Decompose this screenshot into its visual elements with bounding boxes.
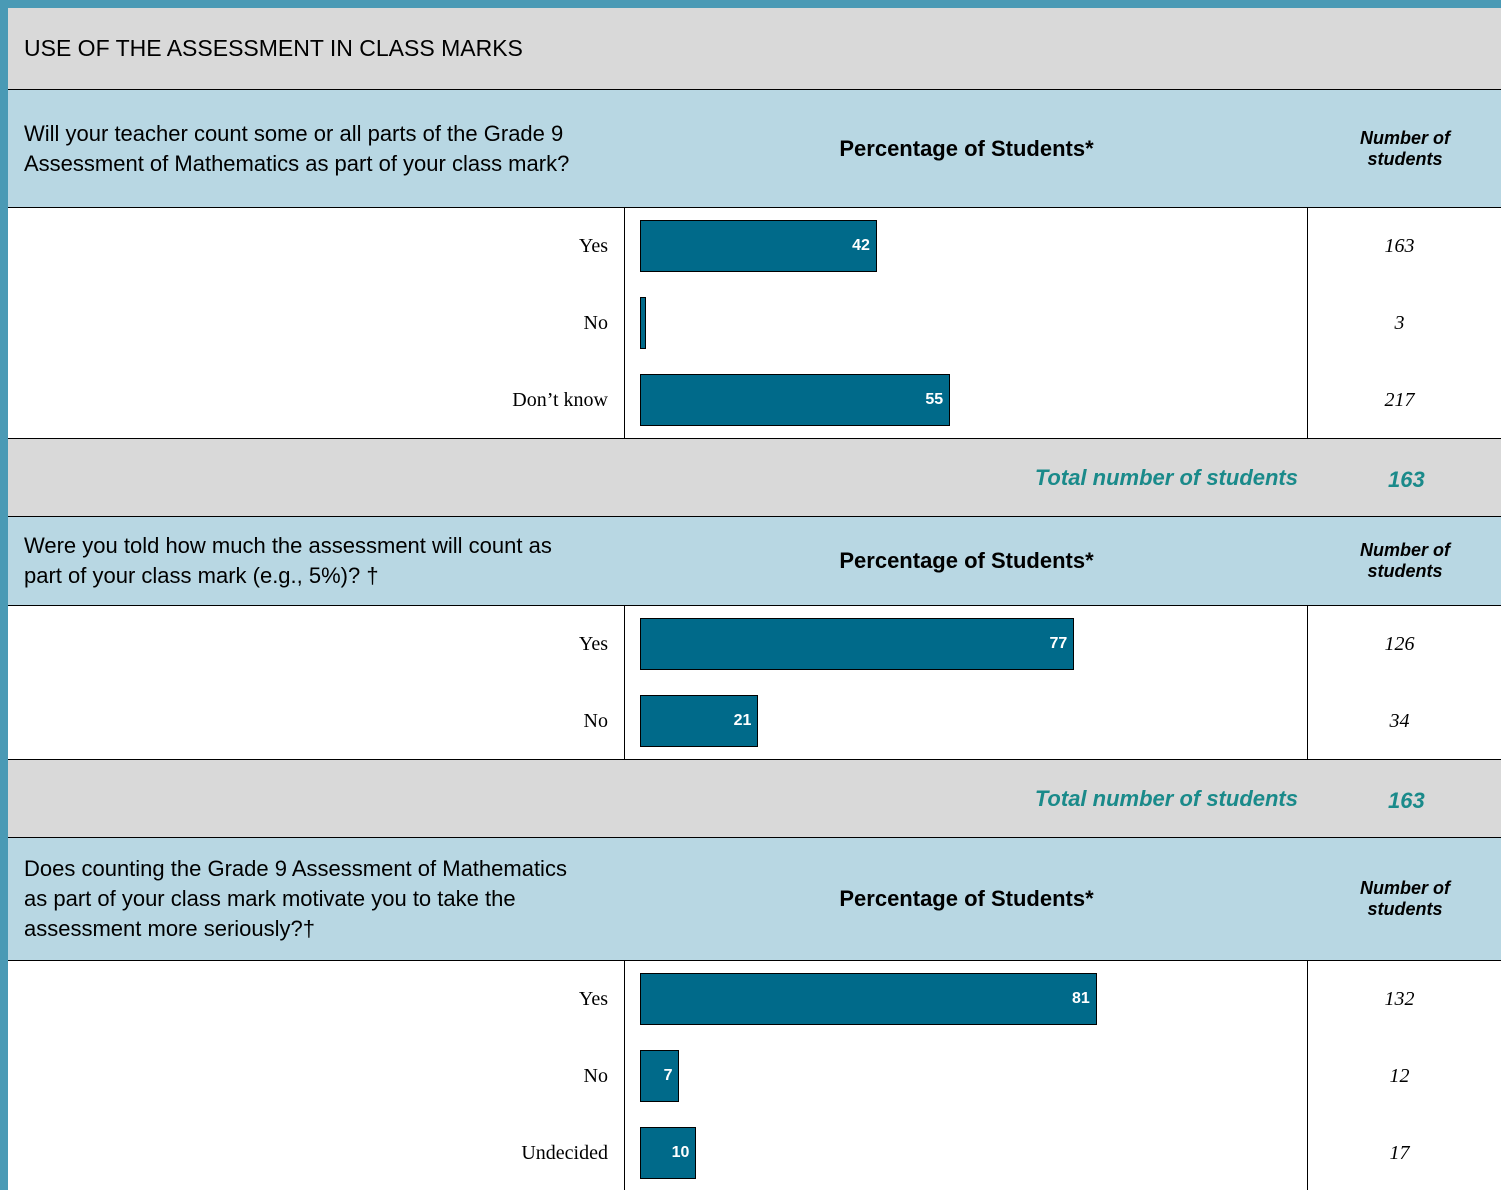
- answer-label: Yes: [8, 208, 625, 285]
- count-header: Number of students: [1360, 878, 1450, 919]
- bar-cell: 21: [625, 683, 1308, 759]
- student-count: 17: [1389, 1141, 1410, 1164]
- total-value: 163: [1388, 467, 1425, 492]
- answer-row: No 7 12: [8, 1038, 1501, 1115]
- total-row: Total number of students 163: [8, 439, 1501, 517]
- section-header: Were you told how much the assessment wi…: [8, 517, 1501, 606]
- answer-row: Yes 77 126: [8, 606, 1501, 683]
- bar: 81: [640, 973, 1097, 1025]
- bar-value-label: 42: [852, 237, 870, 254]
- student-count: 126: [1384, 633, 1415, 655]
- section-header: Will your teacher count some or all part…: [8, 90, 1501, 208]
- bar-value-label: 21: [733, 712, 752, 729]
- answer-label: No: [8, 1038, 625, 1115]
- answer-row: No 21 34: [8, 683, 1501, 760]
- section-header: Does counting the Grade 9 Assessment of …: [8, 838, 1501, 961]
- bar-value-label: 81: [1072, 990, 1090, 1007]
- count-header: Number of students: [1360, 540, 1450, 581]
- bar-cell: 42: [625, 208, 1308, 285]
- student-count: 12: [1389, 1065, 1410, 1087]
- column-header: Percentage of Students*: [839, 548, 1094, 573]
- total-label: Total number of students: [1034, 786, 1298, 811]
- bar-value-label: 7: [663, 1067, 673, 1084]
- student-count: 217: [1384, 388, 1415, 411]
- answer-label: Undecided: [8, 1115, 625, 1190]
- answer-row: No 3: [8, 285, 1501, 362]
- student-count: 34: [1389, 709, 1410, 732]
- bar-cell: 55: [625, 362, 1308, 438]
- total-label: Total number of students: [1034, 465, 1298, 490]
- bar: 42: [640, 220, 877, 272]
- bar: 55: [640, 374, 951, 426]
- student-count: 132: [1384, 988, 1415, 1010]
- student-count: 3: [1394, 312, 1405, 334]
- bar: 10: [640, 1127, 697, 1179]
- bar: 21: [640, 695, 759, 747]
- bar: 7: [640, 1050, 680, 1102]
- bar-cell: [625, 285, 1308, 362]
- count-header: Number of students: [1360, 127, 1450, 169]
- bar-value-label: 10: [671, 1144, 690, 1161]
- answer-row: Yes 42 163: [8, 208, 1501, 285]
- bar: 77: [640, 618, 1075, 670]
- bar-value-label: 55: [925, 391, 944, 408]
- total-value: 163: [1388, 788, 1425, 813]
- bar-value-label: 77: [1049, 635, 1068, 652]
- answer-label: No: [8, 683, 625, 759]
- answer-label: Yes: [8, 961, 625, 1038]
- column-header: Percentage of Students*: [839, 886, 1094, 911]
- bar-cell: 77: [625, 606, 1308, 683]
- column-header: Percentage of Students*: [839, 135, 1094, 161]
- bar-cell: 10: [625, 1115, 1308, 1190]
- question: Does counting the Grade 9 Assessment of …: [24, 856, 567, 941]
- page-title: USE OF THE ASSESSMENT IN CLASS MARKS: [8, 8, 1501, 90]
- answer-label: Don’t know: [8, 362, 625, 438]
- student-count: 163: [1384, 235, 1415, 257]
- bar-cell: 7: [625, 1038, 1308, 1115]
- question: Will your teacher count some or all part…: [24, 120, 570, 176]
- question: Were you told how much the assessment wi…: [24, 533, 552, 588]
- answer-label: Yes: [8, 606, 625, 683]
- bar: [640, 297, 646, 349]
- answer-row: Undecided 10 17: [8, 1115, 1501, 1190]
- total-row: Total number of students 163: [8, 760, 1501, 838]
- answer-label: No: [8, 285, 625, 362]
- bar-cell: 81: [625, 961, 1308, 1038]
- answer-row: Don’t know 55 217: [8, 362, 1501, 439]
- answer-row: Yes 81 132: [8, 961, 1501, 1038]
